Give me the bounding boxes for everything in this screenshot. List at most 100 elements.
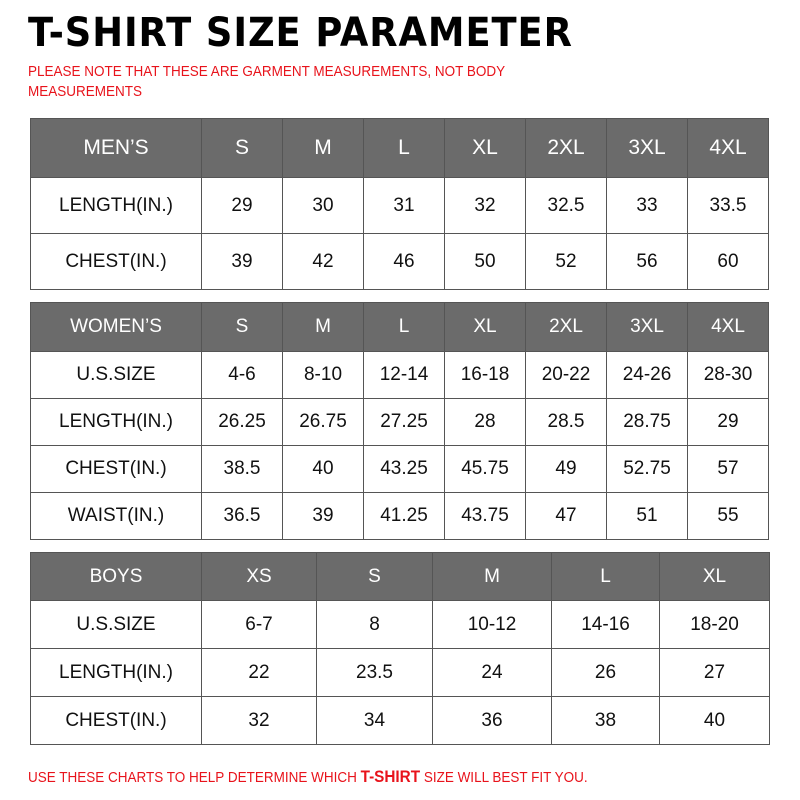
page-title: T-SHIRT SIZE PARAMETER	[28, 10, 573, 56]
value-cell: 27.25	[363, 398, 445, 446]
value-cell: 32	[201, 696, 317, 745]
value-cell: 20-22	[525, 351, 607, 399]
value-cell: 23.5	[316, 648, 433, 697]
value-cell: 14-16	[551, 600, 660, 649]
value-cell: 32	[444, 177, 526, 234]
table-header-row: BOYS XS S M L XL	[30, 552, 770, 601]
table-category-header: WOMEN’S	[30, 302, 202, 352]
value-cell: 45.75	[444, 445, 526, 493]
footer-highlight: T-SHIRT	[360, 767, 421, 786]
value-cell: 41.25	[363, 492, 445, 540]
table-row: CHEST(IN.) 39 42 46 50 52 56 60	[30, 233, 769, 290]
size-header-cell: 3XL	[606, 118, 688, 178]
size-header-cell: 2XL	[525, 302, 607, 352]
size-header-cell: 4XL	[687, 118, 769, 178]
value-cell: 24-26	[606, 351, 688, 399]
value-cell: 51	[606, 492, 688, 540]
value-cell: 16-18	[444, 351, 526, 399]
size-header-cell: 3XL	[606, 302, 688, 352]
value-cell: 8	[316, 600, 433, 649]
row-label-cell: WAIST(IN.)	[30, 492, 202, 540]
womens-size-table: WOMEN’S S M L XL 2XL 3XL 4XL U.S.SIZE 4-6 8-10 12-1…	[30, 302, 769, 540]
value-cell: 33	[606, 177, 688, 234]
value-cell: 38.5	[201, 445, 283, 493]
boys-size-table: BOYS XS S M L XL U.S.SIZE 6-7 8 10-12 14-16 18-20 LE…	[30, 552, 770, 745]
table-row: U.S.SIZE 6-7 8 10-12 14-16 18-20	[30, 600, 770, 649]
value-cell: 28-30	[687, 351, 769, 399]
size-header-cell: M	[282, 118, 364, 178]
value-cell: 30	[282, 177, 364, 234]
row-label-cell: CHEST(IN.)	[30, 696, 202, 745]
size-header-cell: XL	[444, 118, 526, 178]
table-row: LENGTH(IN.) 26.25 26.75 27.25 28 28.5 28.75 29	[30, 398, 769, 446]
value-cell: 36	[432, 696, 552, 745]
size-header-cell: XS	[201, 552, 317, 601]
value-cell: 18-20	[659, 600, 770, 649]
footer-note: USE THESE CHARTS TO HELP DETERMINE WHICH…	[28, 767, 588, 787]
table-row: CHEST(IN.) 32 34 36 38 40	[30, 696, 770, 745]
value-cell: 28.5	[525, 398, 607, 446]
value-cell: 39	[201, 233, 283, 290]
value-cell: 46	[363, 233, 445, 290]
size-header-cell: XL	[659, 552, 770, 601]
value-cell: 38	[551, 696, 660, 745]
value-cell: 40	[282, 445, 364, 493]
table-row: LENGTH(IN.) 22 23.5 24 26 27	[30, 648, 770, 697]
size-header-cell: 2XL	[525, 118, 607, 178]
size-header-cell: M	[432, 552, 552, 601]
size-header-cell: L	[363, 302, 445, 352]
size-header-cell: XL	[444, 302, 526, 352]
value-cell: 60	[687, 233, 769, 290]
row-label-cell: U.S.SIZE	[30, 351, 202, 399]
value-cell: 34	[316, 696, 433, 745]
value-cell: 8-10	[282, 351, 364, 399]
value-cell: 26.25	[201, 398, 283, 446]
value-cell: 43.25	[363, 445, 445, 493]
table-row: WAIST(IN.) 36.5 39 41.25 43.75 47 51 55	[30, 492, 769, 540]
size-header-cell: S	[316, 552, 433, 601]
value-cell: 6-7	[201, 600, 317, 649]
size-header-cell: L	[363, 118, 445, 178]
value-cell: 43.75	[444, 492, 526, 540]
table-header-row: WOMEN’S S M L XL 2XL 3XL 4XL	[30, 302, 769, 352]
table-header-row: MEN’S S M L XL 2XL 3XL 4XL	[30, 118, 769, 178]
footer-text-after: SIZE WILL BEST FIT YOU.	[420, 769, 588, 786]
size-header-cell: L	[551, 552, 660, 601]
value-cell: 26.75	[282, 398, 364, 446]
value-cell: 57	[687, 445, 769, 493]
footer-text-before: USE THESE CHARTS TO HELP DETERMINE WHICH	[28, 769, 361, 786]
table-row: U.S.SIZE 4-6 8-10 12-14 16-18 20-22 24-26 28-30	[30, 351, 769, 399]
value-cell: 24	[432, 648, 552, 697]
table-category-header: BOYS	[30, 552, 202, 601]
value-cell: 31	[363, 177, 445, 234]
value-cell: 29	[201, 177, 283, 234]
value-cell: 22	[201, 648, 317, 697]
value-cell: 12-14	[363, 351, 445, 399]
value-cell: 33.5	[687, 177, 769, 234]
value-cell: 55	[687, 492, 769, 540]
value-cell: 42	[282, 233, 364, 290]
value-cell: 32.5	[525, 177, 607, 234]
measurement-note: PLEASE NOTE THAT THESE ARE GARMENT MEASU…	[28, 63, 505, 100]
row-label-cell: CHEST(IN.)	[30, 233, 202, 290]
row-label-cell: LENGTH(IN.)	[30, 648, 202, 697]
value-cell: 27	[659, 648, 770, 697]
size-header-cell: M	[282, 302, 364, 352]
table-category-header: MEN’S	[30, 118, 202, 178]
size-header-cell: S	[201, 118, 283, 178]
row-label-cell: LENGTH(IN.)	[30, 398, 202, 446]
value-cell: 26	[551, 648, 660, 697]
row-label-cell: U.S.SIZE	[30, 600, 202, 649]
size-header-cell: 4XL	[687, 302, 769, 352]
value-cell: 47	[525, 492, 607, 540]
value-cell: 39	[282, 492, 364, 540]
value-cell: 4-6	[201, 351, 283, 399]
value-cell: 28	[444, 398, 526, 446]
table-row: LENGTH(IN.) 29 30 31 32 32.5 33 33.5	[30, 177, 769, 234]
value-cell: 49	[525, 445, 607, 493]
table-row: CHEST(IN.) 38.5 40 43.25 45.75 49 52.75 57	[30, 445, 769, 493]
value-cell: 52.75	[606, 445, 688, 493]
value-cell: 36.5	[201, 492, 283, 540]
value-cell: 56	[606, 233, 688, 290]
mens-size-table: MEN’S S M L XL 2XL 3XL 4XL LENGTH(IN.) 29 30 31 32 32…	[30, 118, 769, 290]
